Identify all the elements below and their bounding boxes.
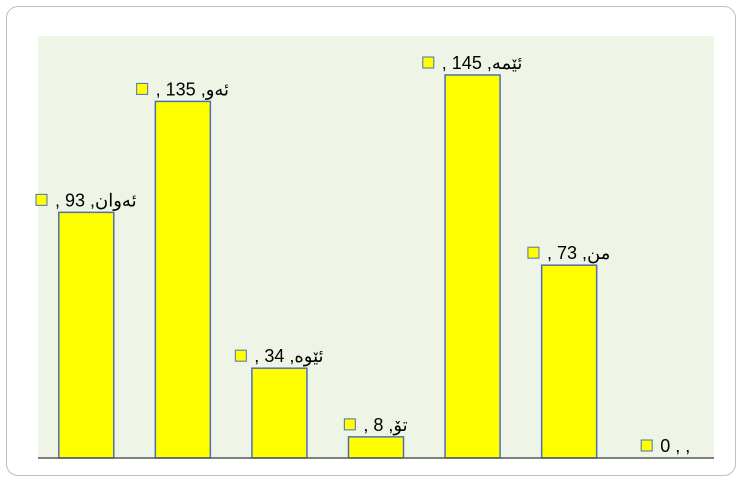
legend-key-3 — [343, 418, 356, 431]
bar-4 — [444, 74, 501, 459]
data-label-text-3: تۆ, 8 , — [363, 415, 407, 436]
bar-5 — [540, 264, 598, 459]
data-label-text-4: ئێمە, 145 , — [442, 53, 523, 73]
data-label-4: ئێمە, 145 , — [422, 53, 523, 73]
legend-key-6 — [640, 439, 653, 452]
bar-2 — [251, 367, 308, 459]
data-label-text-1: ئەو, 135 , — [156, 79, 229, 100]
bar-1 — [154, 100, 212, 459]
data-label-text-5: من, 73 , — [547, 243, 610, 264]
data-label-3: تۆ, 8 , — [343, 415, 408, 436]
data-label-6: , , 0 — [640, 436, 690, 456]
legend-key-4 — [422, 56, 435, 69]
bar-0 — [58, 211, 115, 459]
legend-key-2 — [234, 349, 247, 362]
data-label-2: ئێوە, 34 , — [234, 346, 324, 367]
data-label-1: ئەو, 135 , — [136, 79, 229, 100]
data-label-text-0: ئەوان, 93 , — [55, 190, 137, 211]
data-label-text-6: , , 0 — [660, 436, 690, 456]
legend-key-0 — [35, 193, 48, 206]
legend-key-5 — [527, 246, 540, 259]
data-label-5: من, 73 , — [527, 243, 610, 264]
legend-key-1 — [136, 82, 149, 95]
data-label-0: ئەوان, 93 , — [35, 190, 137, 211]
bar-3 — [347, 436, 405, 459]
bars-group — [58, 74, 598, 459]
data-labels-group: ئەوان, 93 , ئەو, 135 , ئێوە, 34 , تۆ, 8 , ئێ… — [35, 53, 690, 456]
plot-area — [38, 36, 714, 458]
data-label-text-2: ئێوە, 34 , — [254, 346, 323, 367]
